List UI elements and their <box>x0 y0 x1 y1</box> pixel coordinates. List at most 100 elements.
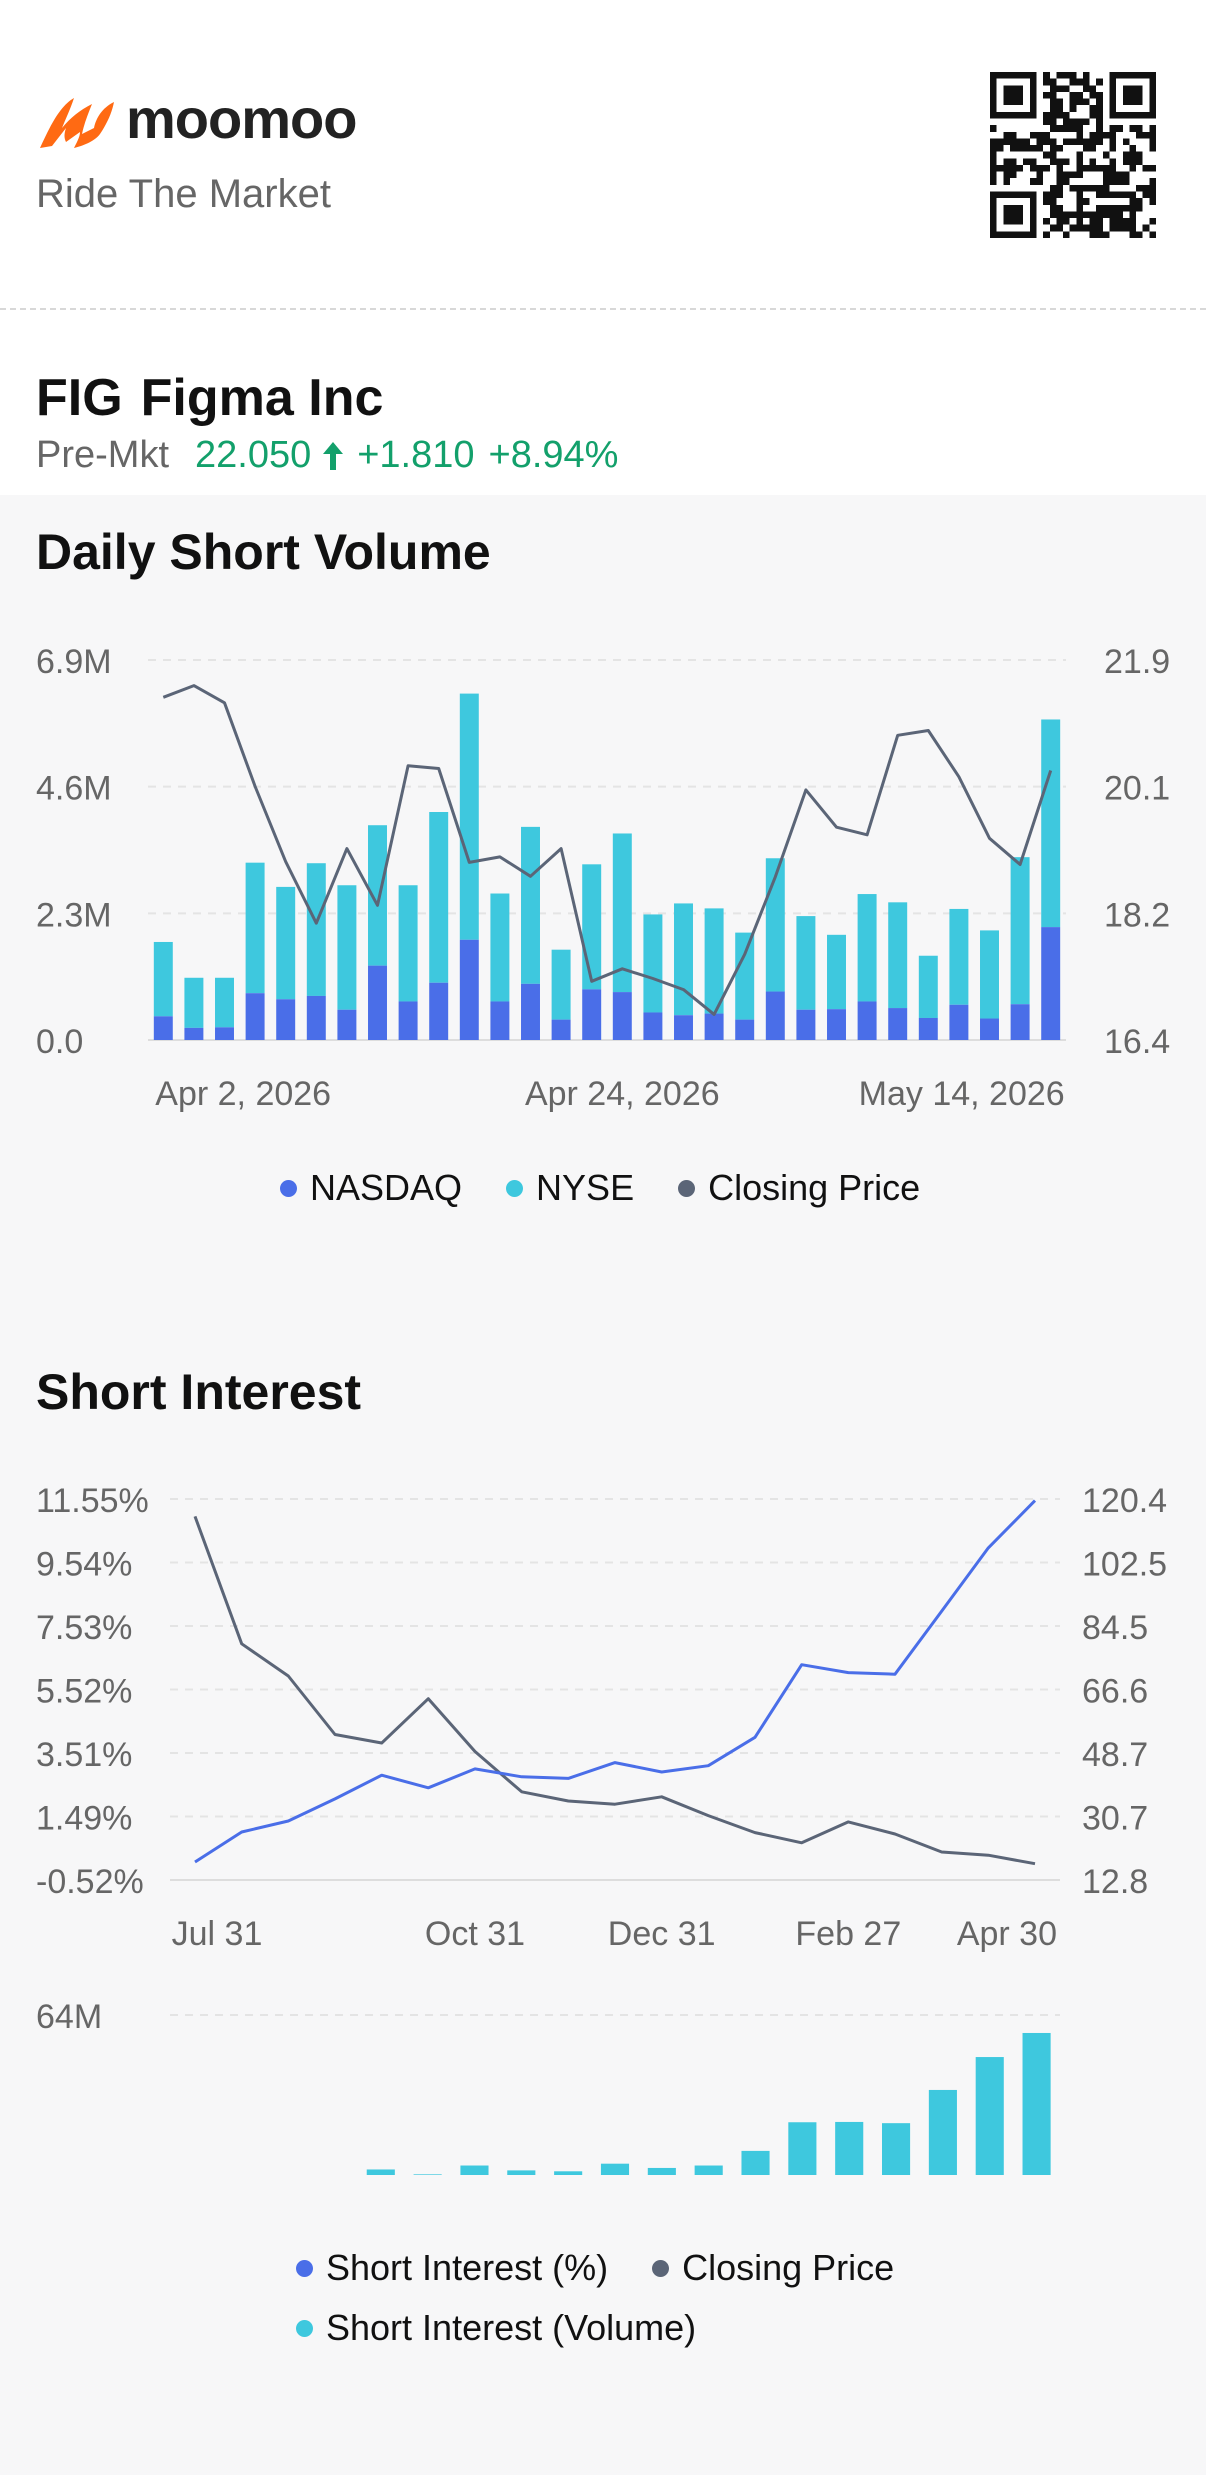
nasdaq-bar <box>429 982 449 1040</box>
qr-module <box>1082 211 1090 219</box>
qr-module <box>1069 72 1077 79</box>
quote-line: Pre-Mkt 22.050 +1.810 +8.94% <box>36 434 618 477</box>
qr-module <box>1049 85 1057 92</box>
qr-module <box>1096 138 1103 146</box>
qr-module <box>1129 231 1137 238</box>
qr-module <box>1096 164 1103 172</box>
legend-closing[interactable]: Closing Price <box>678 1167 920 1209</box>
qr-module <box>1109 158 1117 165</box>
qr-module <box>1136 204 1143 212</box>
qr-module <box>1089 158 1097 165</box>
qr-module <box>1089 91 1097 99</box>
qr-module <box>1023 158 1030 165</box>
qr-module <box>1129 125 1137 132</box>
app-header: moomoo Ride The Market <box>0 0 1206 308</box>
legend-dot-closing-2 <box>652 2259 670 2277</box>
qr-module <box>1009 171 1017 179</box>
qr-module <box>1063 125 1070 132</box>
y-tick-label: 2.3M <box>36 896 112 934</box>
qr-module <box>1003 178 1010 185</box>
x-tick-label: Apr 30 <box>957 1915 1057 1953</box>
qr-module <box>1043 91 1050 99</box>
qr-module <box>1069 98 1077 106</box>
qr-module <box>1043 72 1050 79</box>
interest-title: Short Interest <box>36 1364 362 1420</box>
y2-tick-label: 66.6 <box>1082 1673 1148 1711</box>
header-divider <box>0 308 1206 310</box>
qr-module <box>1089 211 1097 219</box>
qr-module <box>1149 145 1156 152</box>
qr-module <box>1056 191 1064 199</box>
qr-module <box>1109 178 1117 185</box>
nyse-bar <box>429 812 449 983</box>
quote-change-pct: +8.94% <box>488 434 619 476</box>
x-tick-label: Apr 24, 2026 <box>525 1075 720 1113</box>
y2-tick-label: 12.8 <box>1082 1863 1148 1901</box>
qr-module <box>1149 131 1156 139</box>
legend-closing-price[interactable]: Closing Price <box>652 2247 894 2289</box>
qr-module <box>990 178 997 185</box>
legend-nyse-label: NYSE <box>536 1167 635 1208</box>
qr-module <box>1149 164 1156 172</box>
brand-logo[interactable]: moomoo <box>36 86 357 151</box>
nyse-bar <box>827 934 846 1010</box>
y-tick-label: 6.9M <box>36 643 112 681</box>
qr-module <box>1036 145 1044 152</box>
qr-module <box>1129 145 1137 152</box>
qr-module <box>1076 218 1083 225</box>
qr-module <box>1149 138 1156 146</box>
legend-short-interest-pct[interactable]: Short Interest (%) <box>296 2247 608 2289</box>
qr-module <box>1043 78 1050 86</box>
qr-module <box>1076 138 1083 146</box>
qr-module <box>1076 204 1083 212</box>
qr-module <box>1122 171 1130 179</box>
qr-module <box>1063 72 1070 79</box>
nyse-bar <box>582 864 602 990</box>
interest-legend-row2: Short Interest (Volume) <box>296 2307 740 2349</box>
short-interest-pct-line <box>194 1499 1037 1864</box>
qr-module <box>1043 138 1050 146</box>
qr-module <box>1056 224 1064 232</box>
short-interest-volume-bar <box>928 2089 957 2175</box>
qr-module <box>1029 164 1037 172</box>
nyse-bar <box>245 862 265 994</box>
qr-module <box>1096 191 1103 199</box>
qr-module <box>1009 131 1017 139</box>
legend-dot-nyse <box>506 1179 524 1197</box>
daily-short-volume-chart[interactable]: 0.0 2.3M 4.6M 6.9M 16.4 18.2 20.1 21.9 Apr 2, 20… <box>0 615 1206 1255</box>
qr-code-icon[interactable] <box>990 72 1156 238</box>
qr-module <box>1089 105 1097 112</box>
short-interest-volume-bar <box>413 2174 442 2175</box>
qr-module <box>1076 164 1083 172</box>
nasdaq-bar <box>643 1012 663 1040</box>
legend-short-interest-volume[interactable]: Short Interest (Volume) <box>296 2307 696 2349</box>
short-interest-volume-bar <box>835 2121 864 2175</box>
y-tick-label: 3.51% <box>36 1736 132 1774</box>
legend-nyse[interactable]: NYSE <box>506 1167 634 1209</box>
x-tick-label: Feb 27 <box>795 1915 901 1953</box>
qr-module <box>1109 125 1117 132</box>
nasdaq-bar <box>888 1008 908 1040</box>
qr-module <box>1049 125 1057 132</box>
qr-module <box>1056 145 1064 152</box>
qr-module <box>996 145 1004 152</box>
stock-name: Figma Inc <box>140 369 384 427</box>
qr-module <box>1049 145 1057 152</box>
qr-module <box>1036 138 1044 146</box>
legend-nasdaq[interactable]: NASDAQ <box>280 1167 462 1209</box>
qr-module <box>1009 158 1017 165</box>
qr-module <box>1102 231 1110 238</box>
legend-short-vol-label: Short Interest (Volume) <box>326 2307 697 2348</box>
nyse-bar <box>1041 719 1061 928</box>
daily-title: Daily Short Volume <box>36 524 491 580</box>
quote-header: FIG Figma Inc Pre-Mkt 22.050 +1.810 +8.94… <box>0 310 1206 495</box>
qr-module <box>1129 151 1137 159</box>
qr-module <box>1063 111 1070 119</box>
x-tick-label: May 14, 2026 <box>859 1075 1065 1113</box>
qr-module <box>1089 218 1097 225</box>
short-interest-chart[interactable]: -0.52% 1.49% 3.51% 5.52% 7.53% 9.54% 11.55% 12.… <box>0 1455 1206 2175</box>
qr-module <box>1109 204 1117 212</box>
qr-module <box>1069 138 1077 146</box>
qr-module <box>1096 211 1103 219</box>
qr-module <box>1142 224 1150 232</box>
